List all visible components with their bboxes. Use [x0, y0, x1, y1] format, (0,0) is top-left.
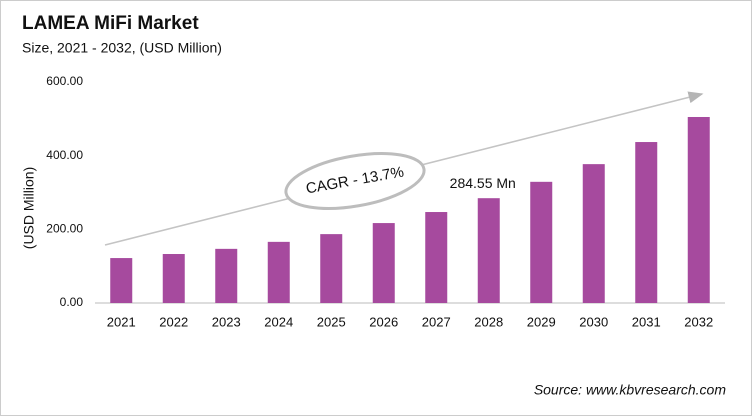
y-tick-label: 200.00	[46, 222, 83, 236]
x-tick-label: 2022	[159, 314, 188, 329]
x-tick-label: 2025	[317, 314, 346, 329]
x-tick-label: 2027	[422, 314, 451, 329]
data-label: 284.55 Mn	[450, 175, 516, 191]
x-tick-label: 2023	[212, 314, 241, 329]
bar	[162, 254, 185, 303]
bar	[530, 181, 553, 303]
chart-subtitle: Size, 2021 - 2032, (USD Million)	[22, 40, 222, 56]
bar	[477, 198, 500, 303]
annotation-ellipse	[284, 152, 426, 210]
bar	[425, 212, 448, 303]
y-axis-label: (USD Million)	[21, 167, 37, 249]
bar	[267, 241, 290, 303]
bar	[635, 142, 658, 303]
bar	[215, 248, 238, 303]
chart-title: LAMEA MiFi Market	[22, 13, 199, 34]
bar	[372, 223, 395, 303]
x-tick-label: 2029	[527, 314, 556, 329]
x-tick-label: 2028	[474, 314, 503, 329]
y-tick-label: 0.00	[60, 295, 84, 309]
bar	[110, 258, 133, 303]
bar	[582, 164, 605, 303]
bar	[687, 116, 710, 303]
y-tick-label: 600.00	[46, 74, 83, 88]
x-tick-label: 2021	[107, 314, 136, 329]
x-tick-label: 2032	[684, 314, 713, 329]
source: Source: www.kbvresearch.com	[534, 382, 727, 398]
x-tick-label: 2026	[369, 314, 398, 329]
x-tick-label: 2031	[632, 314, 661, 329]
x-tick-label: 2030	[579, 314, 608, 329]
y-tick-label: 400.00	[46, 148, 83, 162]
bar	[320, 234, 343, 303]
x-tick-label: 2024	[264, 314, 293, 329]
